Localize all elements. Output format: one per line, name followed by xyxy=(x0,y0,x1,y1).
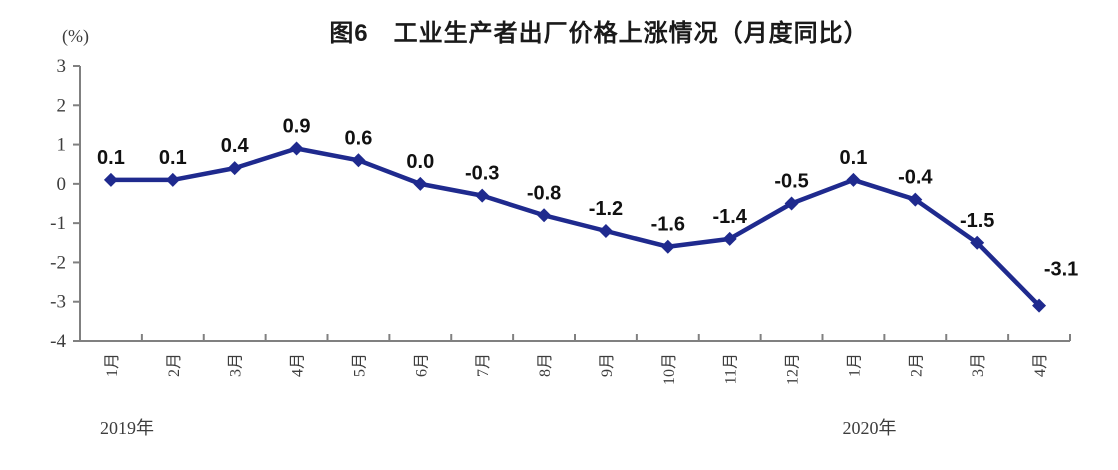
data-point-marker xyxy=(970,235,985,250)
y-axis-tick-label: 3 xyxy=(57,56,67,77)
data-point-label: -0.5 xyxy=(774,171,808,193)
data-point-label: 0.1 xyxy=(97,147,125,169)
data-point-marker xyxy=(846,172,861,187)
x-axis-month-label: 9月 xyxy=(599,353,616,377)
x-axis-year-label: 2020年 xyxy=(842,418,896,438)
data-point-marker xyxy=(598,224,613,238)
x-axis-month-label: 1月 xyxy=(846,353,863,377)
data-point-marker xyxy=(227,161,242,176)
x-axis-year-label: 2019年 xyxy=(100,418,154,438)
data-point-label: -3.1 xyxy=(1044,259,1078,281)
data-point-label: -1.2 xyxy=(589,198,623,220)
data-point-label: -1.4 xyxy=(712,206,747,228)
y-axis-unit-label: (%) xyxy=(62,26,89,46)
x-axis-month-label: 3月 xyxy=(970,353,987,377)
chart-title: 图6 工业生产者出厂价格上涨情况（月度同比） xyxy=(329,20,869,47)
data-point-label: 0.1 xyxy=(840,147,868,169)
x-axis-month-label: 2月 xyxy=(908,353,925,377)
y-axis-tick-label: -4 xyxy=(50,331,66,352)
y-axis-tick-label: -2 xyxy=(50,252,66,273)
y-axis-tick-label: 1 xyxy=(57,135,67,156)
data-point-label: 0.9 xyxy=(283,116,311,138)
data-point-marker xyxy=(475,188,490,203)
data-point-marker xyxy=(413,176,428,191)
x-axis-month-label: 11月 xyxy=(723,353,740,384)
x-axis-month-label: 4月 xyxy=(1032,353,1049,377)
data-point-label: 0.0 xyxy=(406,151,434,173)
data-point-marker xyxy=(908,192,923,207)
y-axis-tick-label: -3 xyxy=(50,292,66,313)
data-point-label: 0.6 xyxy=(345,127,373,149)
data-point-label: -0.3 xyxy=(465,163,499,185)
x-axis-month-label: 1月 xyxy=(104,353,121,377)
y-axis-tick-label: -1 xyxy=(50,213,66,234)
data-point-marker xyxy=(722,231,737,246)
x-axis-month-label: 7月 xyxy=(475,353,492,377)
data-point-label: -0.8 xyxy=(527,182,561,204)
data-point-marker xyxy=(165,172,180,187)
y-axis-tick-label: 0 xyxy=(57,174,67,195)
data-point-label: -0.4 xyxy=(898,167,933,189)
data-point-marker xyxy=(103,172,118,187)
x-axis-month-label: 4月 xyxy=(290,353,307,377)
x-axis-month-label: 6月 xyxy=(413,353,430,377)
data-point-marker xyxy=(289,141,304,156)
data-point-label: 0.1 xyxy=(159,147,187,169)
data-point-marker xyxy=(1032,298,1047,313)
y-axis-tick-label: 2 xyxy=(57,95,67,116)
data-point-marker xyxy=(537,208,552,223)
data-point-label: -1.5 xyxy=(960,210,994,232)
data-point-marker xyxy=(784,196,799,211)
data-line xyxy=(110,146,1041,308)
x-axis-month-label: 12月 xyxy=(785,353,802,385)
x-axis-month-label: 2月 xyxy=(166,353,183,377)
x-axis-month-label: 3月 xyxy=(228,353,245,377)
x-axis-month-label: 10月 xyxy=(661,353,678,385)
x-axis-month-label: 5月 xyxy=(351,353,368,377)
data-point-marker xyxy=(351,153,366,168)
x-axis-month-label: 8月 xyxy=(537,353,554,377)
data-point-marker xyxy=(660,239,675,254)
data-point-label: -1.6 xyxy=(651,214,685,236)
data-point-label: 0.4 xyxy=(221,135,250,157)
